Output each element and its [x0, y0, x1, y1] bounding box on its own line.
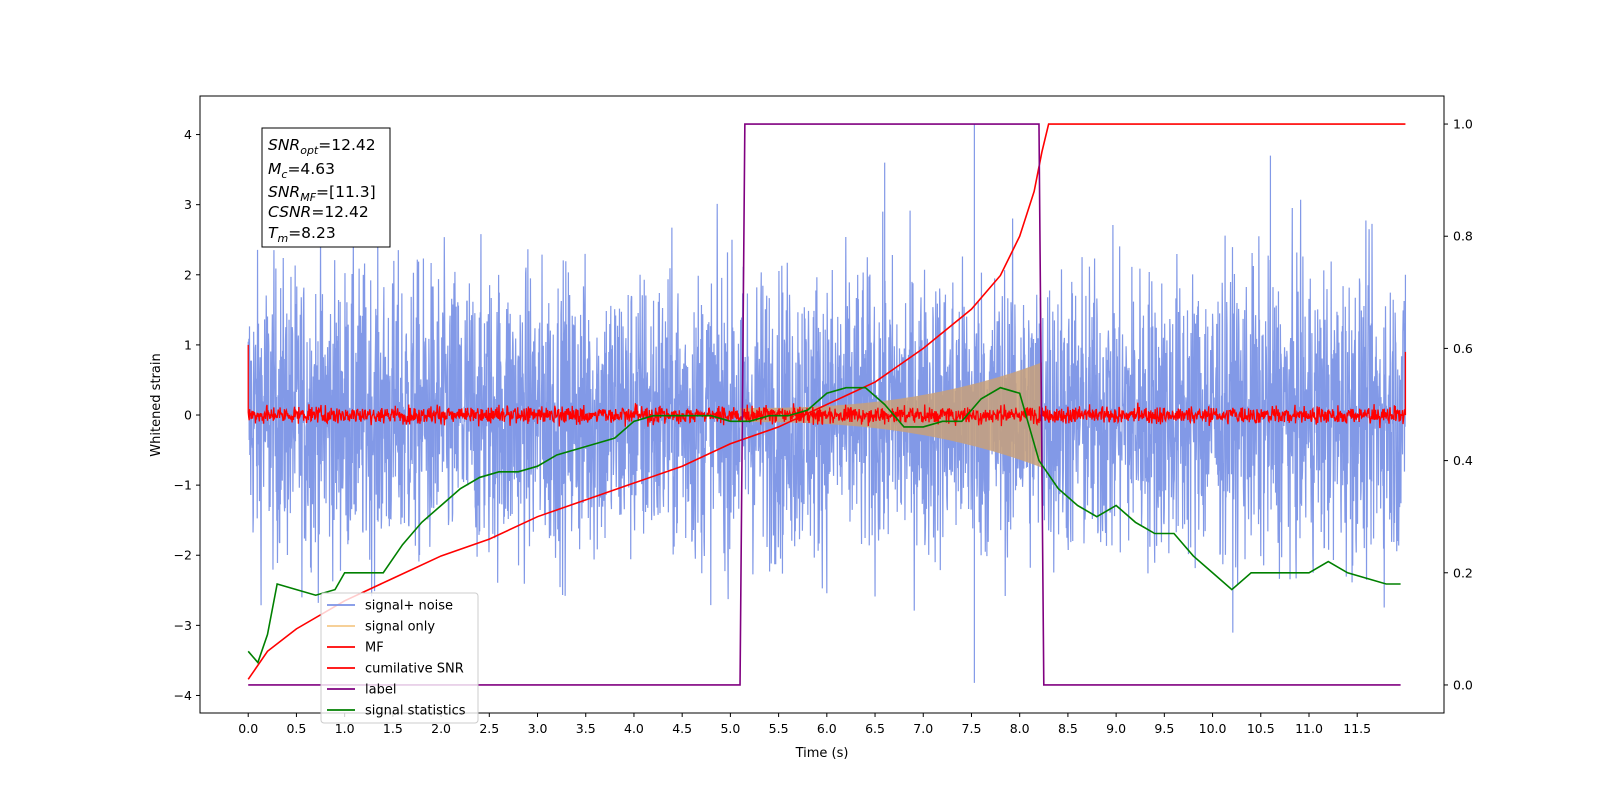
info-csnr-value: =12.42 [311, 203, 368, 221]
legend-label: signal+ noise [365, 599, 453, 614]
y-tick-label: 2 [184, 267, 192, 282]
x-tick-label: 9.0 [1106, 721, 1126, 736]
x-tick-label: 0.5 [286, 721, 306, 736]
legend: signal+ noise signal only MF cumilative SNR… [320, 592, 479, 724]
info-snr-opt-symbol: SNR [268, 136, 300, 154]
x-tick-label: 0.0 [238, 721, 258, 736]
info-line-mc: Mc=4.63 [268, 160, 335, 181]
y-axis-label: Whitened strain [149, 353, 164, 456]
y2-tick-label: 0.6 [1453, 341, 1473, 356]
x-tick-label: 4.5 [672, 721, 692, 736]
series-line-4 [248, 123, 1401, 686]
x-tick-label: 7.5 [962, 721, 982, 736]
x-tick-label: 3.0 [528, 721, 548, 736]
y2-tick-label: 0.4 [1453, 453, 1473, 468]
info-mc-sub: c [281, 168, 287, 181]
series-label [248, 123, 1401, 686]
y-axis-left: 4 3 2 1 0 −1 −2 −3 −4 [174, 127, 200, 703]
info-snr-opt-value: =12.42 [318, 136, 375, 154]
y2-tick-label: 0.0 [1453, 677, 1473, 692]
x-tick-label: 11.0 [1295, 721, 1323, 736]
y2-tick-label: 0.2 [1453, 565, 1473, 580]
series-cumilative-snr [247, 123, 1406, 680]
y-tick-label: 4 [184, 127, 192, 142]
y-tick-label: −1 [174, 478, 192, 493]
info-snr-mf-value: =[11.3] [316, 183, 376, 201]
x-tick-label: 6.0 [817, 721, 837, 736]
legend-label: MF [365, 641, 384, 656]
info-snr-opt-sub: opt [300, 144, 319, 157]
x-tick-label: 2.5 [479, 721, 499, 736]
x-tick-label: 4.0 [624, 721, 644, 736]
info-csnr-symbol: CSNR [268, 203, 311, 221]
info-tm-value: =8.23 [288, 224, 336, 242]
x-tick-label: 8.5 [1058, 721, 1078, 736]
info-snr-mf-sub: MF [300, 191, 316, 204]
x-tick-label: 1.0 [335, 721, 355, 736]
info-line-csnr: CSNR=12.42 [268, 203, 369, 221]
series-mf [247, 344, 1407, 429]
series-line-2 [247, 344, 1407, 429]
x-tick-label: 1.5 [383, 721, 403, 736]
x-tick-label: 9.5 [1154, 721, 1174, 736]
info-line-tm: Tm=8.23 [268, 224, 336, 245]
legend-label: label [365, 683, 396, 698]
info-line-snr-mf: SNRMF=[11.3] [268, 183, 376, 204]
y-tick-label: 1 [184, 337, 192, 352]
x-tick-label: 10.0 [1199, 721, 1227, 736]
legend-label: cumilative SNR [365, 662, 464, 677]
x-axis: 0.0 0.5 1.0 1.5 2.0 2.5 3.0 3.5 4.0 4.5 5.0 5.5 6.0 6… [238, 713, 1371, 736]
series-signal-statistics [247, 386, 1401, 665]
info-tm-sub: m [277, 232, 288, 245]
y-tick-label: −3 [174, 618, 192, 633]
x-tick-label: 11.5 [1343, 721, 1371, 736]
y2-tick-label: 0.8 [1453, 229, 1473, 244]
y-tick-label: 3 [184, 197, 192, 212]
series-signal-noise [247, 124, 1407, 683]
info-box: SNRopt=12.42 Mc=4.63 SNRMF=[11.3] CSNR=1… [261, 127, 391, 248]
y-tick-label: 0 [184, 408, 192, 423]
x-tick-label: 6.5 [865, 721, 885, 736]
y-axis-right: 1.0 0.8 0.6 0.4 0.2 0.0 [1444, 117, 1473, 692]
series-line-3 [247, 123, 1406, 680]
x-tick-label: 5.0 [720, 721, 740, 736]
info-mc-value: =4.63 [287, 160, 335, 178]
info-snr-mf-symbol: SNR [268, 183, 300, 201]
x-axis-label: Time (s) [795, 746, 849, 761]
plot-frame [199, 95, 1445, 714]
x-tick-label: 5.5 [769, 721, 789, 736]
y-tick-label: −4 [174, 688, 192, 703]
series-line-5 [247, 386, 1401, 665]
legend-frame [320, 592, 479, 724]
y-tick-label: −2 [174, 548, 192, 563]
info-box-frame [261, 127, 391, 248]
x-tick-label: 10.5 [1247, 721, 1275, 736]
legend-label: signal only [365, 620, 435, 635]
series-line-0 [247, 124, 1407, 683]
x-tick-label: 3.5 [576, 721, 596, 736]
x-tick-label: 7.0 [913, 721, 933, 736]
x-tick-label: 2.0 [431, 721, 451, 736]
info-line-snr-opt: SNRopt=12.42 [268, 136, 376, 157]
y2-tick-label: 1.0 [1453, 117, 1473, 132]
series-layer [247, 123, 1407, 686]
info-mc-symbol: M [268, 160, 281, 178]
x-tick-label: 8.0 [1010, 721, 1030, 736]
legend-label: signal statistics [365, 704, 466, 719]
info-tm-symbol: T [268, 224, 279, 242]
